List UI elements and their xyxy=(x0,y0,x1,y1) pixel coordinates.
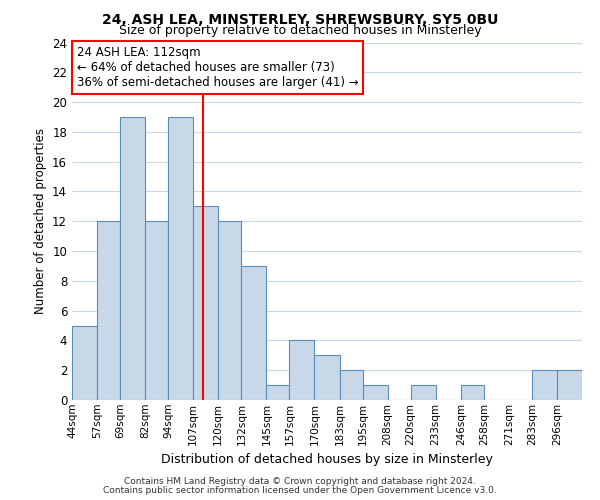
Y-axis label: Number of detached properties: Number of detached properties xyxy=(34,128,47,314)
Text: 24 ASH LEA: 112sqm
← 64% of detached houses are smaller (73)
36% of semi-detache: 24 ASH LEA: 112sqm ← 64% of detached hou… xyxy=(77,46,359,89)
Bar xyxy=(289,340,314,400)
Bar xyxy=(532,370,557,400)
Bar xyxy=(411,385,436,400)
Bar xyxy=(461,385,484,400)
Bar xyxy=(314,356,340,400)
Bar xyxy=(168,117,193,400)
Bar xyxy=(362,385,388,400)
Bar xyxy=(120,117,145,400)
X-axis label: Distribution of detached houses by size in Minsterley: Distribution of detached houses by size … xyxy=(161,453,493,466)
Bar xyxy=(193,206,218,400)
Text: Contains public sector information licensed under the Open Government Licence v3: Contains public sector information licen… xyxy=(103,486,497,495)
Bar xyxy=(97,221,120,400)
Bar xyxy=(72,326,97,400)
Bar xyxy=(218,221,241,400)
Text: Contains HM Land Registry data © Crown copyright and database right 2024.: Contains HM Land Registry data © Crown c… xyxy=(124,477,476,486)
Text: Size of property relative to detached houses in Minsterley: Size of property relative to detached ho… xyxy=(119,24,481,37)
Bar xyxy=(557,370,582,400)
Text: 24, ASH LEA, MINSTERLEY, SHREWSBURY, SY5 0BU: 24, ASH LEA, MINSTERLEY, SHREWSBURY, SY5… xyxy=(102,12,498,26)
Bar xyxy=(340,370,362,400)
Bar xyxy=(241,266,266,400)
Bar xyxy=(145,221,168,400)
Bar xyxy=(266,385,289,400)
